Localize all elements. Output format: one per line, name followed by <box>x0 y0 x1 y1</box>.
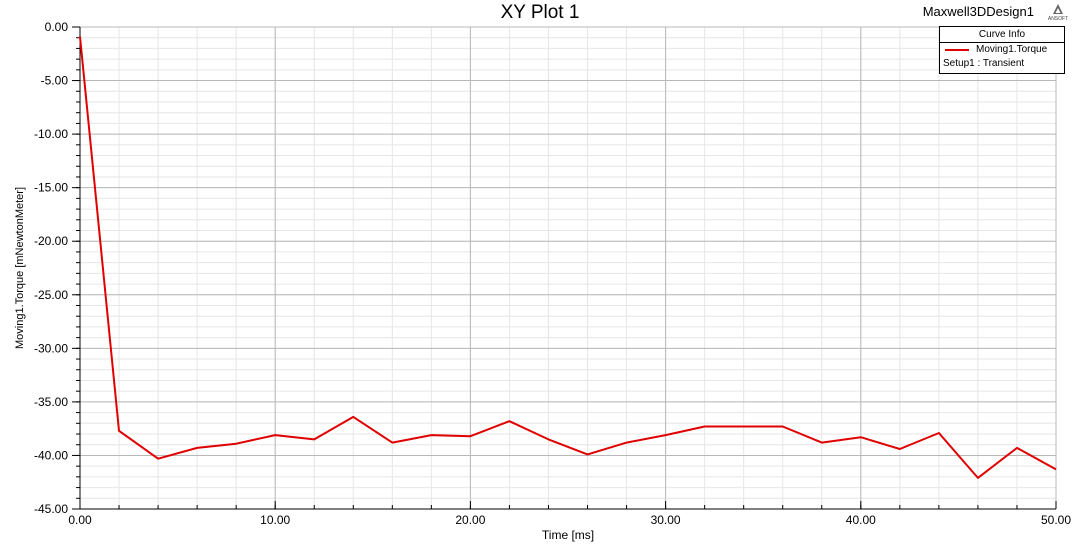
series-line-torque <box>79 36 1057 479</box>
x-tick-label: 20.00 <box>455 513 485 527</box>
x-tick-label: 50.00 <box>1041 513 1071 527</box>
y-axis-label: Moving1.Torque [mNewtonMeter] <box>14 187 26 349</box>
y-tick-label: 0.00 <box>45 20 69 34</box>
y-tick-label: -10.00 <box>34 127 68 141</box>
legend-header: Curve Info <box>940 27 1064 43</box>
x-tick-label: 10.00 <box>260 513 290 527</box>
y-tick-label: -35.00 <box>34 395 68 409</box>
y-tick-label: -25.00 <box>34 288 68 302</box>
legend-entry-name: Moving1.Torque <box>976 44 1048 55</box>
y-tick-label: -5.00 <box>41 74 69 88</box>
y-tick-label: -45.00 <box>34 502 68 516</box>
x-axis-label: Time [ms] <box>542 528 594 542</box>
legend-entry[interactable]: Moving1.Torque Setup1 : Transient <box>940 43 1064 69</box>
legend-entry-subtitle: Setup1 : Transient <box>943 58 1025 69</box>
y-tick-label: -15.00 <box>34 181 68 195</box>
design-name: Maxwell3DDesign1 <box>922 4 1034 19</box>
legend-swatch <box>945 49 969 51</box>
y-tick-label: -40.00 <box>34 448 68 462</box>
y-tick-label: -20.00 <box>34 234 68 248</box>
x-tick-label: 30.00 <box>651 513 681 527</box>
ansoft-logo-icon: ANSOFT <box>1048 4 1068 21</box>
x-tick-label: 40.00 <box>846 513 876 527</box>
plot-background <box>80 27 1056 509</box>
curve-info-legend[interactable]: Curve Info Moving1.Torque Setup1 : Trans… <box>939 26 1065 74</box>
y-tick-label: -30.00 <box>34 341 68 355</box>
plot-title: XY Plot 1 <box>500 2 580 23</box>
svg-text:ANSOFT: ANSOFT <box>1048 16 1068 21</box>
x-tick-label: 0.00 <box>68 513 92 527</box>
